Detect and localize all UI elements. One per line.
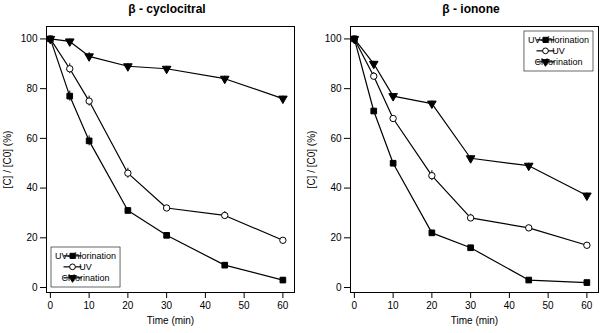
svg-text:UV-chlorination: UV-chlorination — [528, 35, 589, 45]
svg-text:30: 30 — [465, 300, 477, 311]
svg-text:40: 40 — [200, 300, 212, 311]
svg-text:0: 0 — [352, 300, 358, 311]
svg-text:60: 60 — [26, 133, 38, 144]
svg-text:40: 40 — [26, 182, 38, 193]
svg-text:60: 60 — [277, 300, 289, 311]
svg-text:Chlorination: Chlorination — [534, 57, 582, 67]
svg-text:Chlorination: Chlorination — [62, 273, 110, 283]
svg-text:40: 40 — [504, 300, 516, 311]
svg-text:20: 20 — [122, 300, 134, 311]
svg-text:0: 0 — [336, 282, 342, 293]
svg-text:[C] / [C0] (%): [C] / [C0] (%) — [306, 131, 317, 189]
svg-text:20: 20 — [426, 300, 438, 311]
svg-text:0: 0 — [48, 300, 54, 311]
svg-text:10: 10 — [84, 300, 96, 311]
svg-text:0: 0 — [32, 282, 38, 293]
svg-text:60: 60 — [581, 300, 593, 311]
svg-text:80: 80 — [330, 83, 342, 94]
svg-text:UV: UV — [552, 46, 565, 56]
svg-text:UV-chlorination: UV-chlorination — [55, 251, 116, 261]
svg-text:30: 30 — [161, 300, 173, 311]
svg-text:80: 80 — [26, 83, 38, 94]
svg-text:40: 40 — [330, 182, 342, 193]
svg-text:100: 100 — [21, 33, 38, 44]
svg-text:50: 50 — [239, 300, 251, 311]
svg-text:20: 20 — [26, 232, 38, 243]
html-text:β - cyclocitral: β - cyclocitral — [128, 2, 206, 16]
svg-text:60: 60 — [330, 133, 342, 144]
svg-text:Time (min): Time (min) — [147, 315, 194, 326]
svg-text:100: 100 — [325, 33, 342, 44]
svg-text:UV: UV — [79, 262, 92, 272]
svg-text:Time (min): Time (min) — [451, 315, 498, 326]
svg-text:50: 50 — [543, 300, 555, 311]
svg-text:20: 20 — [330, 232, 342, 243]
html-text:β - ionone: β - ionone — [442, 2, 500, 16]
svg-text:10: 10 — [388, 300, 400, 311]
svg-text:[C] / [C0] (%): [C] / [C0] (%) — [2, 131, 13, 189]
